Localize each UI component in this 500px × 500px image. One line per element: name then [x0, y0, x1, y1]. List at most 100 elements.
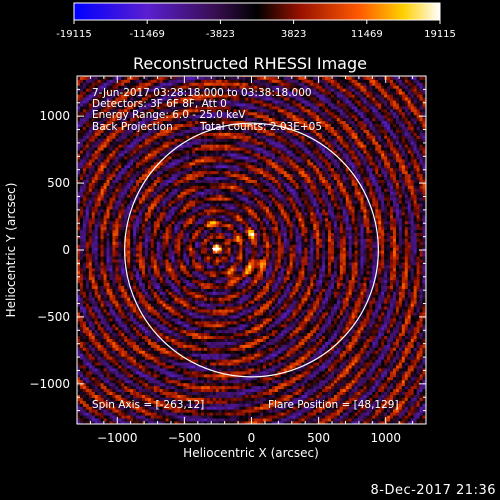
heatmap-cell	[216, 362, 219, 365]
heatmap-cell	[269, 336, 272, 339]
heatmap-cell	[372, 418, 375, 421]
heatmap-cell	[121, 347, 124, 350]
heatmap-cell	[242, 400, 245, 403]
heatmap-cell	[372, 315, 375, 318]
heatmap-cell	[107, 365, 110, 368]
heatmap-cell	[293, 321, 296, 324]
heatmap-cell	[216, 345, 219, 348]
heatmap-cell	[399, 309, 402, 312]
heatmap-cell	[112, 377, 115, 380]
heatmap-cell	[213, 356, 216, 359]
heatmap-cell	[172, 342, 175, 345]
heatmap-cell	[180, 347, 183, 350]
heatmap-cell	[393, 368, 396, 371]
heatmap-cell	[163, 389, 166, 392]
heatmap-cell	[414, 403, 417, 406]
heatmap-cell	[180, 395, 183, 398]
heatmap-cell	[157, 386, 160, 389]
heatmap-cell	[372, 330, 375, 333]
heatmap-cell	[151, 356, 154, 359]
heatmap-cell	[405, 359, 408, 362]
heatmap-cell	[378, 306, 381, 309]
heatmap-cell	[316, 412, 319, 415]
heatmap-cell	[95, 333, 98, 336]
heatmap-cell	[310, 330, 313, 333]
heatmap-cell	[369, 356, 372, 359]
heatmap-cell	[284, 318, 287, 321]
heatmap-cell	[104, 342, 107, 345]
heatmap-cell	[287, 380, 290, 383]
heatmap-cell	[148, 300, 151, 303]
heatmap-cell	[101, 371, 104, 374]
heatmap-cell	[325, 415, 328, 418]
heatmap-cell	[411, 347, 414, 350]
heatmap-cell	[236, 406, 239, 409]
heatmap-cell	[405, 377, 408, 380]
heatmap-cell	[304, 359, 307, 362]
heatmap-cell	[127, 395, 130, 398]
heatmap-cell	[340, 318, 343, 321]
heatmap-cell	[130, 412, 133, 415]
heatmap-cell	[331, 371, 334, 374]
heatmap-cell	[118, 303, 121, 306]
heatmap-cell	[172, 309, 175, 312]
heatmap-cell	[375, 371, 378, 374]
heatmap-cell	[331, 395, 334, 398]
heatmap-cell	[145, 383, 148, 386]
heatmap-cell	[207, 315, 210, 318]
heatmap-cell	[396, 356, 399, 359]
heatmap-cell	[414, 342, 417, 345]
heatmap-cell	[313, 347, 316, 350]
heatmap-cell	[313, 395, 316, 398]
heatmap-cell	[163, 330, 166, 333]
heatmap-cell	[201, 389, 204, 392]
heatmap-cell	[213, 300, 216, 303]
heatmap-cell	[316, 347, 319, 350]
heatmap-cell	[387, 383, 390, 386]
heatmap-cell	[298, 345, 301, 348]
heatmap-cell	[142, 386, 145, 389]
heatmap-cell	[192, 365, 195, 368]
heatmap-cell	[118, 300, 121, 303]
heatmap-cell	[112, 362, 115, 365]
heatmap-cell	[172, 380, 175, 383]
heatmap-cell	[248, 395, 251, 398]
heatmap-cell	[228, 362, 231, 365]
heatmap-cell	[257, 342, 260, 345]
heatmap-cell	[290, 353, 293, 356]
heatmap-cell	[222, 362, 225, 365]
heatmap-cell	[358, 380, 361, 383]
heatmap-cell	[177, 318, 180, 321]
heatmap-cell	[375, 303, 378, 306]
heatmap-cell	[160, 342, 163, 345]
heatmap-cell	[213, 374, 216, 377]
heatmap-cell	[310, 309, 313, 312]
heatmap-cell	[408, 362, 411, 365]
heatmap-cell	[77, 374, 80, 377]
heatmap-cell	[104, 359, 107, 362]
heatmap-cell	[296, 383, 299, 386]
heatmap-cell	[225, 309, 228, 312]
heatmap-cell	[260, 315, 263, 318]
heatmap-cell	[334, 315, 337, 318]
heatmap-cell	[101, 362, 104, 365]
heatmap-cell	[310, 321, 313, 324]
heatmap-cell	[195, 359, 198, 362]
heatmap-cell	[361, 395, 364, 398]
heatmap-cell	[284, 386, 287, 389]
heatmap-cell	[207, 353, 210, 356]
heatmap-cell	[340, 353, 343, 356]
heatmap-cell	[381, 359, 384, 362]
heatmap-cell	[346, 383, 349, 386]
heatmap-cell	[201, 342, 204, 345]
heatmap-cell	[198, 389, 201, 392]
heatmap-cell	[378, 359, 381, 362]
heatmap-cell	[399, 318, 402, 321]
heatmap-cell	[231, 412, 234, 415]
heatmap-cell	[201, 303, 204, 306]
heatmap-cell	[290, 342, 293, 345]
heatmap-cell	[89, 321, 92, 324]
heatmap-cell	[121, 412, 124, 415]
heatmap-cell	[222, 327, 225, 330]
heatmap-cell	[304, 395, 307, 398]
